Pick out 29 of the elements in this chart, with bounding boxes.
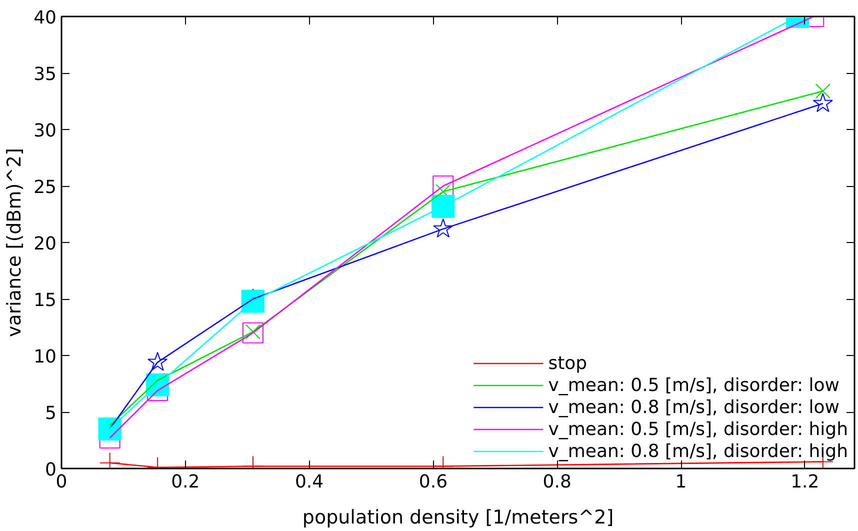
x-axis-title: population density [1/meters^2]	[302, 506, 614, 528]
x-tick-label: 0.4	[295, 472, 324, 492]
point	[432, 194, 455, 218]
x-tick-label: 0.2	[171, 472, 200, 492]
legend-label: v_mean: 0.5 [m/s], disorder: high	[548, 418, 848, 440]
point	[815, 84, 830, 99]
point	[812, 93, 833, 112]
legend-label: stop	[548, 352, 588, 374]
legend-label: v_mean: 0.5 [m/s], disorder: low	[548, 374, 840, 396]
y-tick-label: 30	[34, 120, 56, 142]
point	[98, 417, 122, 440]
x-tick-label: 1	[675, 472, 687, 492]
point	[148, 352, 168, 371]
x-tick-label: 1.2	[790, 472, 820, 492]
point	[433, 218, 454, 238]
legend-label: v_mean: 0.8 [m/s], disorder: low	[548, 396, 840, 418]
point	[242, 322, 264, 344]
y-tick-label: 40	[34, 8, 56, 28]
x-tick-label: 0.6	[418, 472, 448, 492]
y-tick-label: 20	[34, 234, 56, 254]
legend-label: v_mean: 0.8 [m/s], disorder: high	[548, 440, 848, 462]
y-tick-label: 15	[34, 290, 56, 311]
y-tick-label: 35	[34, 64, 56, 85]
point	[432, 176, 454, 196]
y-tick-label: 5	[45, 403, 56, 424]
y-axis-title: variance [(dBm)^2]	[4, 148, 26, 338]
y-tick-label: 25	[34, 177, 56, 198]
y-tick-label: 10	[34, 346, 56, 368]
x-tick-label: 0.8	[542, 472, 572, 492]
